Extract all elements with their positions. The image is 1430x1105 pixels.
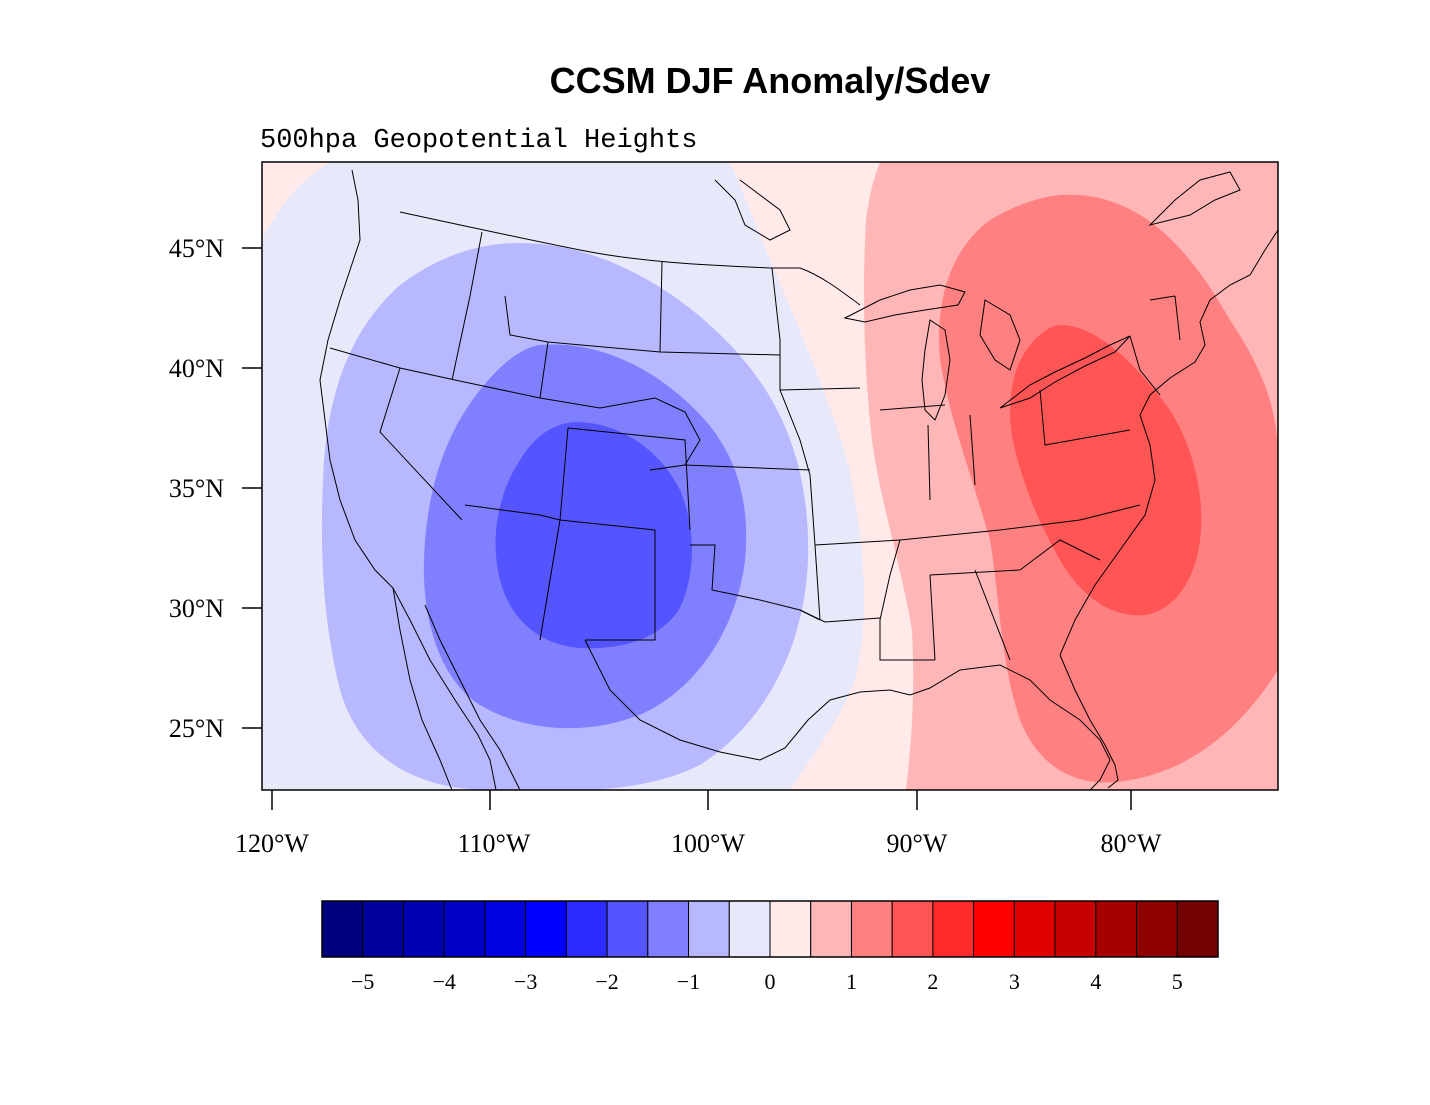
colorbar-box bbox=[321, 900, 364, 958]
colorbar-box bbox=[728, 900, 771, 958]
pacific-coastline bbox=[319, 169, 497, 790]
hudson-bay-coast bbox=[714, 179, 791, 241]
geographic-boundaries bbox=[319, 169, 1278, 790]
colorbar-box bbox=[891, 900, 934, 958]
colorbar-box bbox=[525, 900, 567, 958]
colorbar-box bbox=[973, 900, 1015, 958]
canada-us-border bbox=[399, 211, 861, 306]
colorbar-label: −3 bbox=[514, 969, 537, 994]
lat-label-25: 25°N bbox=[169, 714, 224, 743]
colorbar-box bbox=[402, 900, 445, 958]
state-lines-west bbox=[329, 231, 821, 641]
colorbar-label: −4 bbox=[432, 969, 455, 994]
colorbar-box bbox=[932, 900, 975, 958]
colorbar-box bbox=[769, 900, 812, 958]
lon-label-90w: 90°W bbox=[887, 829, 948, 858]
great-lakes-michigan bbox=[921, 319, 951, 421]
anomaly-field bbox=[262, 162, 1278, 790]
colorbar-label: 1 bbox=[846, 969, 857, 994]
colorbar-box bbox=[565, 900, 608, 958]
state-lines-central bbox=[684, 267, 1021, 661]
lon-label-100w: 100°W bbox=[671, 829, 745, 858]
colorbar-label: 0 bbox=[765, 969, 776, 994]
colorbar-box bbox=[1176, 900, 1219, 958]
lat-label-35: 35°N bbox=[169, 474, 224, 503]
latitude-axis: 45°N 40°N 35°N 30°N 25°N bbox=[169, 234, 262, 743]
colorbar-box bbox=[810, 900, 852, 958]
lon-label-110w: 110°W bbox=[458, 829, 531, 858]
gulf-of-california-coast bbox=[424, 604, 521, 790]
colorbar-box bbox=[1013, 900, 1056, 958]
colorbar-box bbox=[1136, 900, 1178, 958]
lat-label-30: 30°N bbox=[169, 594, 224, 623]
colorbar-label: 3 bbox=[1009, 969, 1020, 994]
colorbar-box bbox=[443, 900, 486, 958]
colorbar-box bbox=[1054, 900, 1097, 958]
colorbar-label: −5 bbox=[351, 969, 374, 994]
colorbar-label: 2 bbox=[927, 969, 938, 994]
lat-label-45: 45°N bbox=[169, 234, 224, 263]
figure-subtitle: 500hpa Geopotential Heights bbox=[260, 126, 697, 156]
baja-peninsula bbox=[392, 587, 453, 790]
negative-region-3 bbox=[495, 422, 693, 649]
map-frame bbox=[261, 161, 1279, 791]
colorbar-box bbox=[484, 900, 527, 958]
colorbar-label: 4 bbox=[1090, 969, 1101, 994]
atlantic-coastline bbox=[1059, 229, 1278, 656]
colorbar-box bbox=[647, 900, 690, 958]
map-panel bbox=[261, 161, 1279, 791]
great-lakes-huron bbox=[979, 299, 1021, 371]
colorbar-label: −1 bbox=[677, 969, 700, 994]
colorbar-box bbox=[362, 900, 404, 958]
colorbar-label: −2 bbox=[595, 969, 618, 994]
figure-title: CCSM DJF Anomaly/Sdev bbox=[550, 60, 991, 101]
colorbar-box bbox=[1095, 900, 1138, 958]
great-lakes-superior bbox=[843, 284, 966, 323]
colorbar-frame bbox=[321, 900, 1219, 958]
colorbar-box bbox=[688, 900, 730, 958]
colorbar-box bbox=[606, 900, 649, 958]
colorbar-label: 5 bbox=[1172, 969, 1183, 994]
florida-peninsula bbox=[1059, 654, 1119, 789]
gulf-coast bbox=[584, 639, 1111, 790]
longitude-axis: 120°W 110°W 100°W 90°W 80°W bbox=[235, 790, 1162, 858]
lat-label-40: 40°N bbox=[169, 354, 224, 383]
state-lines-east bbox=[879, 295, 1181, 571]
positive-region-0-west bbox=[262, 162, 330, 240]
lon-label-120w: 120°W bbox=[235, 829, 309, 858]
quebec-coast bbox=[1148, 171, 1241, 226]
colorbar-box bbox=[850, 900, 893, 958]
lon-label-80w: 80°W bbox=[1101, 829, 1162, 858]
positive-region-3 bbox=[1010, 325, 1202, 616]
colorbar: −5 −4 −3 −2 −1 0 1 2 3 4 5 bbox=[321, 900, 1219, 994]
